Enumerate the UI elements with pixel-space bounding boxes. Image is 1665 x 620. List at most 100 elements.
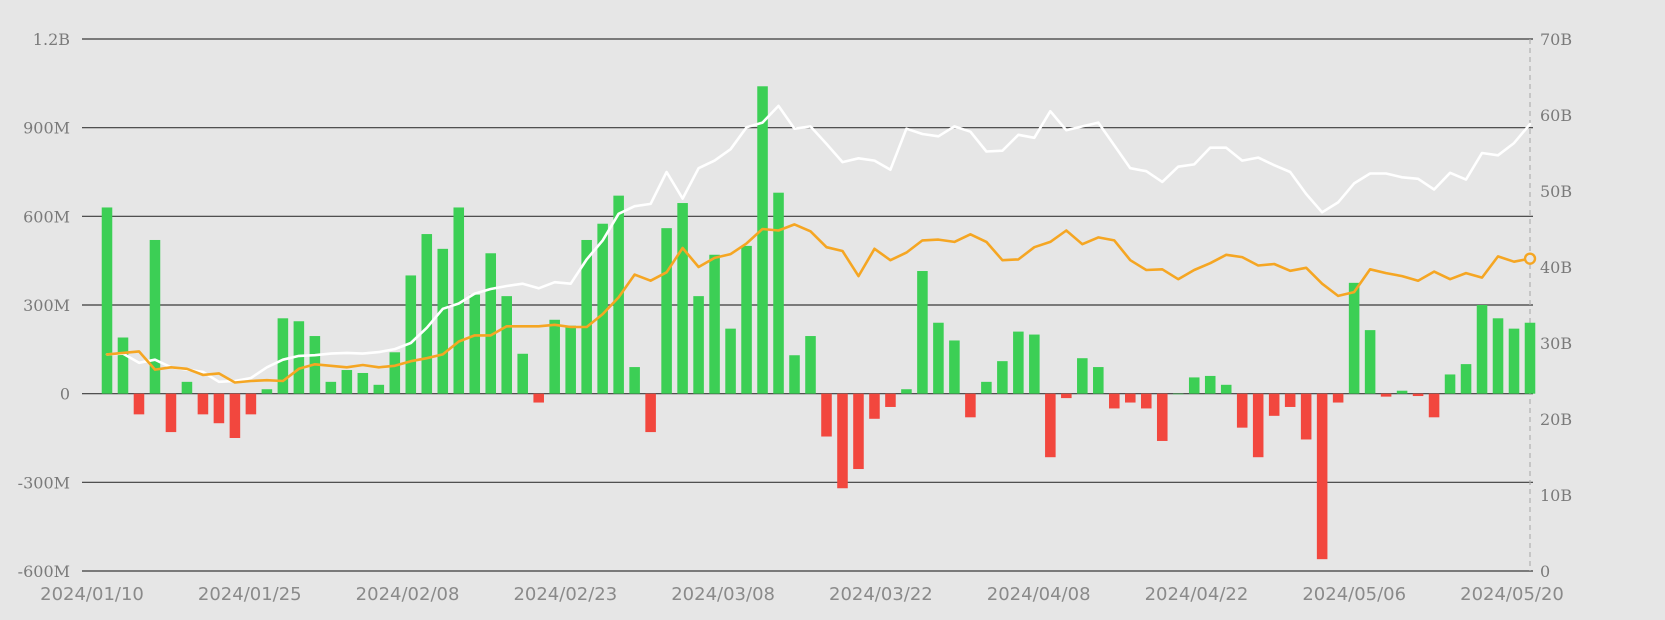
bar — [421, 234, 433, 394]
left-tick-label: 300M — [23, 296, 70, 315]
bar — [1284, 393, 1296, 407]
bar — [133, 393, 145, 415]
bar — [517, 353, 528, 394]
x-tick-label: 2024/04/22 — [1145, 584, 1249, 605]
bar — [1348, 282, 1360, 394]
bar — [261, 389, 273, 394]
bar-series — [101, 86, 1536, 560]
bar — [101, 207, 113, 394]
bar — [1524, 322, 1536, 394]
bar — [293, 321, 305, 394]
bar — [533, 393, 544, 403]
bar — [1476, 305, 1488, 394]
right-tick-label: 10B — [1540, 486, 1572, 505]
x-tick-label: 2024/02/08 — [356, 584, 460, 605]
line-end-marker — [1523, 252, 1537, 265]
bar — [1188, 377, 1200, 394]
bar — [1300, 393, 1312, 440]
bar — [1508, 328, 1520, 394]
right-tick-label: 0 — [1540, 562, 1550, 581]
bar — [1140, 393, 1152, 409]
bar — [805, 336, 816, 394]
x-tick-label: 2024/03/22 — [829, 584, 933, 605]
bar — [357, 372, 369, 394]
bar — [181, 381, 193, 394]
bar — [901, 389, 912, 394]
left-tick-label: -300M — [18, 473, 70, 492]
bar — [1492, 318, 1504, 394]
bar — [709, 254, 720, 394]
x-tick-label: 2024/01/10 — [40, 584, 144, 605]
bar — [933, 322, 944, 394]
left-tick-label: 600M — [23, 207, 70, 226]
bar — [1029, 334, 1040, 394]
bar — [1380, 393, 1392, 397]
bar — [229, 393, 241, 438]
bar — [757, 86, 768, 394]
right-tick-label: 60B — [1540, 106, 1572, 125]
bar — [725, 328, 736, 394]
bar — [917, 271, 928, 394]
left-tick-label: -600M — [18, 562, 70, 581]
bar — [1125, 393, 1136, 403]
bar — [1077, 358, 1088, 394]
bar — [613, 195, 624, 394]
bar — [405, 275, 417, 394]
bar — [213, 393, 225, 424]
x-axis-ticks: 2024/01/10 2024/01/25 2024/02/08 2024/02/23… — [40, 584, 1564, 605]
bar — [277, 318, 289, 394]
bar — [245, 393, 257, 415]
right-axis-ticks: 70B 60B 50B 40B 30B 20B 10B 0 — [1540, 30, 1572, 581]
x-tick-label: 2024/03/08 — [671, 584, 775, 605]
bar — [853, 393, 864, 470]
bar — [373, 384, 385, 394]
left-tick-label: 1.2B — [33, 30, 70, 49]
bar — [1220, 384, 1232, 394]
bar — [1412, 393, 1424, 397]
bar — [773, 192, 784, 394]
bar — [581, 239, 592, 394]
bar — [981, 381, 992, 394]
bar — [1428, 393, 1440, 418]
bar — [693, 296, 704, 394]
bar — [1396, 390, 1408, 394]
bar — [677, 203, 688, 394]
bar — [869, 393, 880, 419]
bar — [165, 393, 177, 433]
bar — [485, 253, 497, 394]
bar — [1156, 393, 1168, 441]
right-tick-label: 70B — [1540, 30, 1572, 49]
left-axis-ticks: 1.2B 900M 600M 300M 0 -300M -600M — [18, 30, 70, 581]
bar — [1236, 393, 1248, 428]
left-tick-label: 0 — [60, 385, 70, 404]
bar — [629, 367, 640, 394]
bar — [1268, 393, 1280, 416]
bar — [501, 296, 512, 394]
bar — [389, 352, 401, 394]
bar — [1093, 367, 1104, 394]
bar — [837, 393, 848, 489]
bar — [1444, 374, 1456, 394]
left-tick-label: 900M — [23, 119, 70, 138]
bar — [997, 361, 1008, 394]
bar — [1332, 393, 1344, 403]
right-tick-label: 40B — [1540, 258, 1572, 277]
bar — [741, 245, 752, 394]
bar — [1045, 393, 1056, 458]
bar — [645, 393, 656, 433]
x-tick-label: 2024/05/20 — [1460, 584, 1564, 605]
right-tick-label: 30B — [1540, 334, 1572, 353]
right-tick-label: 20B — [1540, 410, 1572, 429]
x-tick-label: 2024/01/25 — [198, 584, 302, 605]
right-tick-label: 50B — [1540, 182, 1572, 201]
bar — [1172, 393, 1184, 395]
bar — [469, 294, 481, 394]
bar — [597, 223, 608, 394]
white-line-series — [105, 104, 1532, 384]
x-tick-label: 2024/05/06 — [1302, 584, 1406, 605]
bar — [197, 393, 209, 415]
bar — [1460, 364, 1472, 394]
bar — [149, 239, 161, 394]
